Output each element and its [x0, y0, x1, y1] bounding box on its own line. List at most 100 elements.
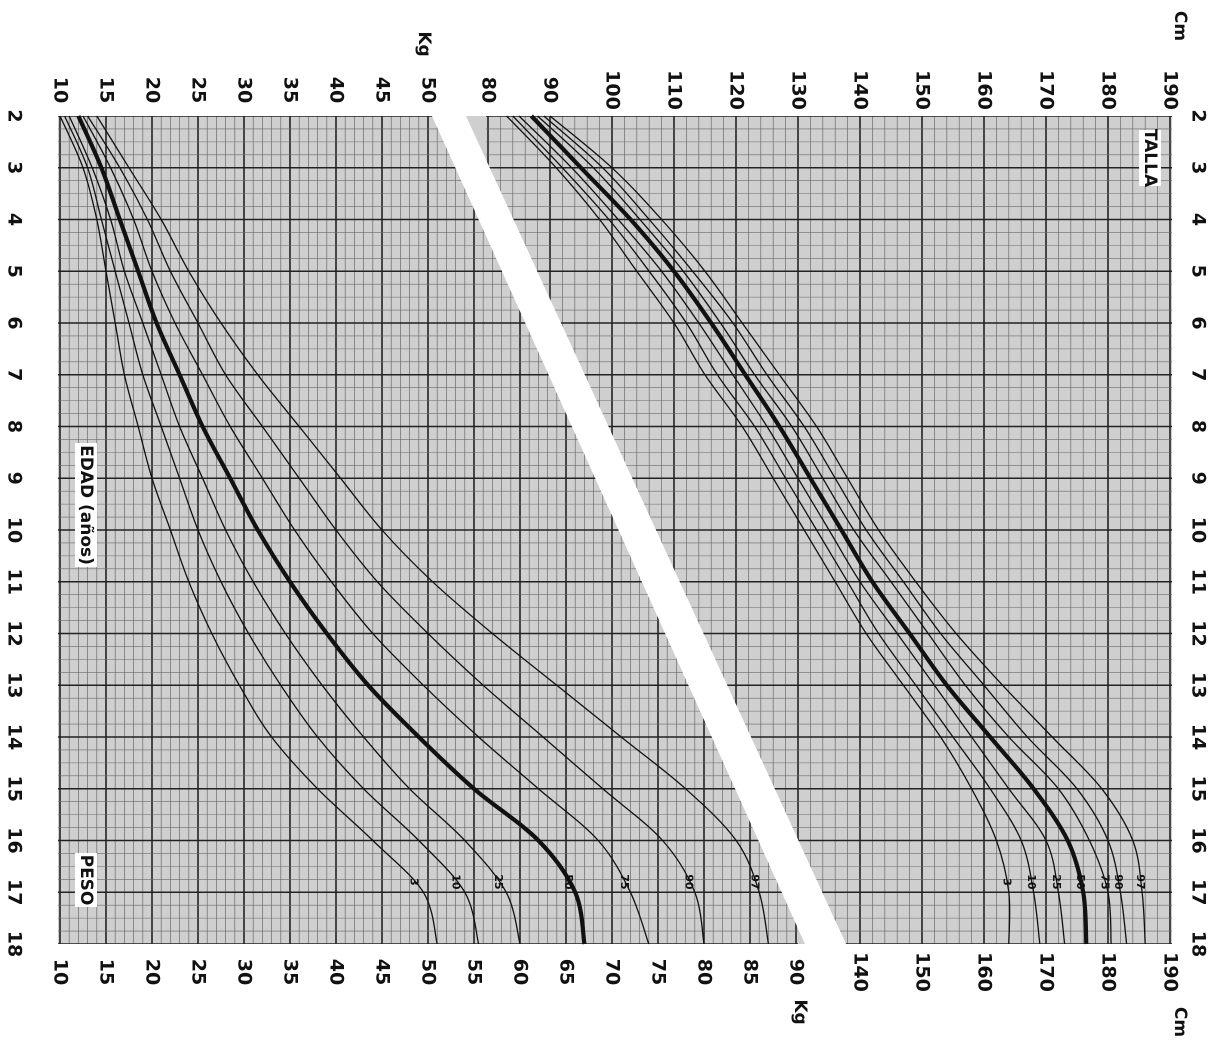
- peso-tick-top: 45: [372, 77, 394, 103]
- talla-tick-top: 130: [788, 70, 810, 110]
- peso-tick-bottom: 65: [556, 959, 578, 985]
- talla-curve-p90: [543, 115, 1128, 945]
- talla-percentile-label: 3: [1000, 878, 1013, 886]
- peso-curve-p3: [59, 115, 438, 945]
- peso-tick-top: 50: [418, 77, 440, 103]
- age-tick-left: 17: [4, 879, 26, 905]
- peso-tick-bottom: 15: [96, 959, 118, 985]
- talla-tick-top: 150: [912, 70, 934, 110]
- chart-labels: 3 10 25 50 75 90 97 3 10 25 50 75 90 972 23 34 45 56 67 78 8…: [4, 11, 1210, 1037]
- age-tick-right: 4: [1188, 213, 1210, 226]
- age-tick-left: 3: [4, 161, 26, 174]
- talla-percentile-label: 75: [1098, 874, 1111, 889]
- talla-percentile-label: 97: [1134, 874, 1147, 889]
- peso-percentile-label: 97: [749, 874, 762, 889]
- peso-tick-bottom: 20: [142, 959, 164, 985]
- peso-tick-bottom: 10: [50, 959, 72, 985]
- talla-tick-top: 110: [664, 70, 686, 110]
- talla-tick-bottom: 170: [1036, 952, 1058, 992]
- peso-tick-bottom: 45: [372, 959, 394, 985]
- age-tick-right: 18: [1188, 931, 1210, 957]
- age-tick-right: 16: [1188, 827, 1210, 853]
- age-tick-left: 5: [4, 265, 26, 278]
- age-tick-right: 9: [1188, 472, 1210, 485]
- age-tick-right: 7: [1188, 368, 1210, 381]
- talla-curve-p50: [529, 114, 1089, 945]
- peso-tick-top: 25: [188, 77, 210, 103]
- talla-percentile-label: 25: [1050, 874, 1063, 889]
- talla-tick-bottom: 190: [1160, 952, 1182, 992]
- peso-curve-p25: [68, 115, 521, 945]
- talla-tick-bottom: 150: [912, 952, 934, 992]
- peso-tick-top: 30: [234, 77, 256, 103]
- talla-tick-top: 160: [974, 70, 996, 110]
- age-tick-right: 17: [1188, 879, 1210, 905]
- talla-tick-top: 170: [1036, 70, 1058, 110]
- peso-percentile-label: 50: [562, 874, 575, 890]
- peso-tick-bottom: 55: [464, 959, 486, 985]
- peso-title-backing: [75, 853, 97, 907]
- peso-percentile-label: 3: [407, 878, 420, 886]
- peso-tick-bottom: 35: [280, 959, 302, 985]
- talla-curve-p25: [518, 115, 1066, 945]
- age-tick-right: 6: [1188, 316, 1210, 329]
- age-tick-left: 9: [4, 472, 26, 485]
- talla-percentile-label: 90: [1112, 874, 1125, 890]
- peso-percentile-label: 75: [618, 874, 631, 889]
- talla-title: TALLA: [1140, 129, 1160, 188]
- age-tick-right: 12: [1188, 620, 1210, 646]
- age-axis-label-backing: [75, 443, 97, 567]
- peso-curve-p50: [76, 115, 587, 945]
- peso-tick-top: 15: [96, 77, 118, 103]
- talla-tick-top: 120: [726, 70, 748, 110]
- talla-tick-top: 190: [1160, 70, 1182, 110]
- age-tick-right: 8: [1188, 420, 1210, 433]
- age-tick-left: 12: [4, 620, 26, 646]
- age-tick-right: 15: [1188, 776, 1210, 802]
- peso-tick-top: 10: [50, 77, 72, 103]
- age-tick-right: 14: [1188, 724, 1210, 750]
- peso-unit-top: Kg: [414, 31, 434, 56]
- peso-percentile-label: 25: [492, 874, 505, 889]
- peso-curve-p97: [96, 115, 770, 945]
- talla-curve-p75: [537, 115, 1112, 945]
- age-tick-right: 10: [1188, 517, 1210, 543]
- peso-tick-bottom: 85: [740, 959, 762, 985]
- age-tick-left: 18: [4, 931, 26, 957]
- age-tick-right: 11: [1188, 569, 1210, 595]
- age-tick-left: 13: [4, 672, 26, 698]
- age-tick-left: 14: [4, 724, 26, 750]
- talla-tick-top: 100: [602, 70, 624, 110]
- age-tick-right: 5: [1188, 265, 1210, 278]
- peso-tick-top: 20: [142, 77, 164, 103]
- age-tick-left: 8: [4, 420, 26, 433]
- peso-tick-bottom: 50: [418, 959, 440, 985]
- talla-unit-bottom: Cm: [1170, 1007, 1190, 1037]
- peso-tick-bottom: 40: [326, 959, 348, 985]
- talla-tick-top: 140: [850, 70, 872, 110]
- peso-tick-bottom: 30: [234, 959, 256, 985]
- peso-percentile-label: 10: [450, 874, 463, 890]
- peso-tick-bottom: 60: [510, 959, 532, 985]
- talla-curve-p3: [506, 115, 1011, 945]
- age-tick-right: 2: [1188, 109, 1210, 122]
- age-tick-right: 13: [1188, 672, 1210, 698]
- peso-curve-p75: [82, 115, 650, 945]
- chart-curves: [59, 114, 1146, 945]
- peso-curve-p10: [64, 115, 480, 945]
- peso-tick-bottom: 70: [602, 959, 624, 985]
- age-tick-left: 4: [4, 213, 26, 226]
- talla-title-backing: [1139, 130, 1161, 186]
- age-axis-label: EDAD (años): [76, 445, 96, 565]
- talla-curve-p10: [512, 115, 1041, 945]
- peso-percentile-label: 90: [682, 874, 695, 890]
- age-tick-left: 10: [4, 517, 26, 543]
- talla-percentile-label: 10: [1025, 874, 1038, 890]
- age-tick-right: 3: [1188, 161, 1210, 174]
- peso-tick-bottom: 80: [694, 959, 716, 985]
- peso-title: PESO: [76, 855, 96, 906]
- talla-tick-top: 90: [540, 77, 562, 103]
- talla-tick-bottom: 140: [850, 952, 872, 992]
- talla-tick-bottom: 160: [974, 952, 996, 992]
